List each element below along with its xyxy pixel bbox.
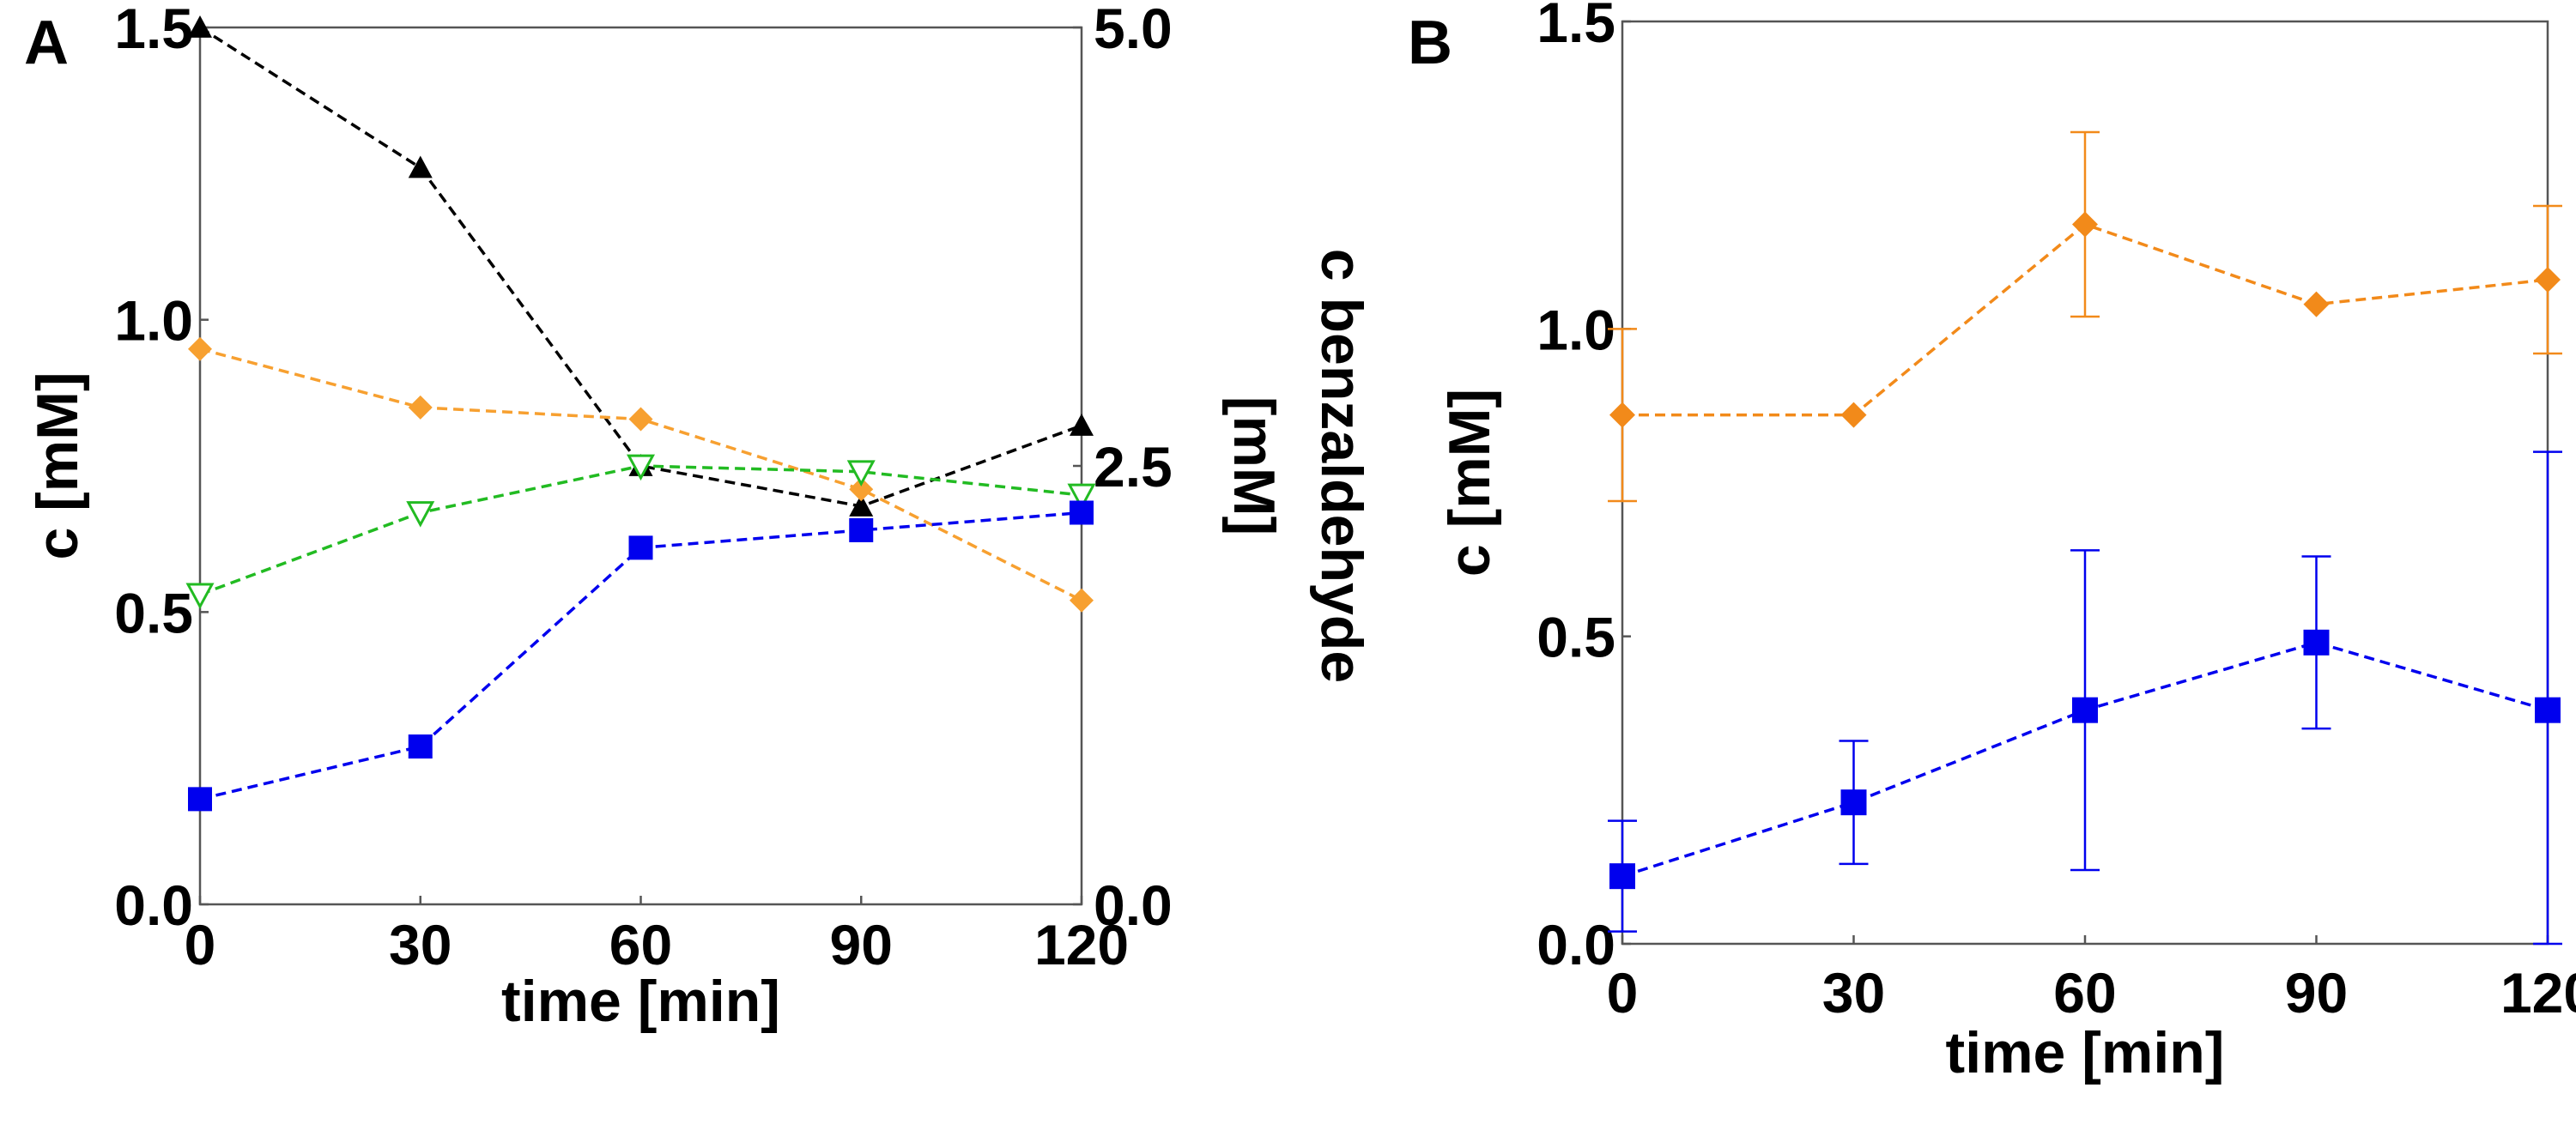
x-tick-label: 0 bbox=[185, 913, 216, 976]
data-point bbox=[2535, 267, 2561, 293]
series-blue-square bbox=[188, 500, 1094, 812]
data-point bbox=[626, 454, 656, 481]
data-point bbox=[1070, 588, 1094, 613]
series-orange-diamond bbox=[1608, 130, 2562, 503]
y-tick-label: 1.0 bbox=[114, 289, 193, 353]
x-tick-label: 120 bbox=[1034, 913, 1129, 976]
y-tick-label: 1.5 bbox=[114, 0, 193, 60]
x-axis-label: time [min] bbox=[1946, 1020, 2225, 1085]
data-point bbox=[408, 395, 433, 420]
data-point bbox=[2072, 697, 2098, 723]
x-tick-label: 60 bbox=[609, 913, 672, 976]
series-orange-diamond bbox=[188, 336, 1094, 613]
x-tick-label: 60 bbox=[2053, 961, 2116, 1024]
data-point bbox=[2303, 629, 2330, 656]
series-green-triangle bbox=[185, 454, 1096, 610]
data-point bbox=[849, 494, 874, 517]
data-point bbox=[185, 583, 215, 610]
x-tick-label: 30 bbox=[1822, 961, 1885, 1024]
x-tick-label: 30 bbox=[389, 913, 452, 976]
panel-label-b: B bbox=[1408, 9, 1452, 77]
y2-axis-label-line1: c benzaldehyde bbox=[1309, 249, 1374, 683]
series-benzaldehyde bbox=[188, 15, 1094, 517]
y-tick-label: 1.5 bbox=[1537, 0, 1615, 54]
data-point bbox=[628, 535, 653, 560]
y-tick-label: 0.5 bbox=[114, 581, 193, 644]
y-axis-label: c [mM] bbox=[25, 372, 90, 559]
x-tick-label: 90 bbox=[830, 913, 893, 976]
x-tick-label: 120 bbox=[2500, 961, 2576, 1024]
y-tick-label: 0.0 bbox=[114, 873, 193, 937]
series-blue-square bbox=[1608, 450, 2562, 946]
y-axis-label: c [mM] bbox=[1437, 389, 1502, 577]
data-point bbox=[2535, 697, 2561, 723]
data-point bbox=[1840, 789, 1867, 816]
data-point bbox=[1067, 483, 1096, 511]
data-point bbox=[1070, 413, 1094, 436]
panel-label-a: A bbox=[24, 9, 69, 77]
y-tick-label: 0.5 bbox=[1537, 606, 1615, 669]
x-tick-label: 0 bbox=[1607, 961, 1639, 1024]
data-point bbox=[188, 336, 212, 361]
data-point bbox=[188, 15, 212, 38]
data-point bbox=[188, 787, 212, 812]
chart-b: 0 30 60 90 120 0.0 0.5 1.0 1.5 time [min] c [mM] bbox=[1437, 0, 2576, 1085]
data-point bbox=[2303, 291, 2330, 317]
data-point bbox=[849, 477, 874, 502]
data-point bbox=[406, 501, 435, 528]
y-tick-label: 0.0 bbox=[1537, 913, 1615, 976]
data-point bbox=[2072, 211, 2098, 238]
data-point bbox=[408, 155, 433, 178]
data-point bbox=[846, 460, 876, 486]
y2-tick-label: 2.5 bbox=[1094, 435, 1173, 499]
x-tick-label: 90 bbox=[2285, 961, 2348, 1024]
series-line-benzaldehyde bbox=[199, 26, 1082, 508]
data-point bbox=[628, 407, 653, 432]
y-tick-label: 1.0 bbox=[1537, 298, 1615, 361]
y2-tick-label: 5.0 bbox=[1094, 0, 1173, 60]
data-point bbox=[1840, 402, 1867, 428]
data-point bbox=[408, 734, 433, 759]
data-point bbox=[1609, 402, 1635, 428]
x-axis-label: time [min] bbox=[501, 969, 780, 1034]
data-point bbox=[849, 517, 874, 542]
data-point bbox=[1070, 500, 1094, 525]
y2-tick-label: 0.0 bbox=[1094, 873, 1173, 937]
series-line-green-triangle bbox=[199, 464, 1082, 596]
y2-axis-label-line2: [mM] bbox=[1221, 396, 1287, 535]
data-point bbox=[1609, 863, 1635, 890]
